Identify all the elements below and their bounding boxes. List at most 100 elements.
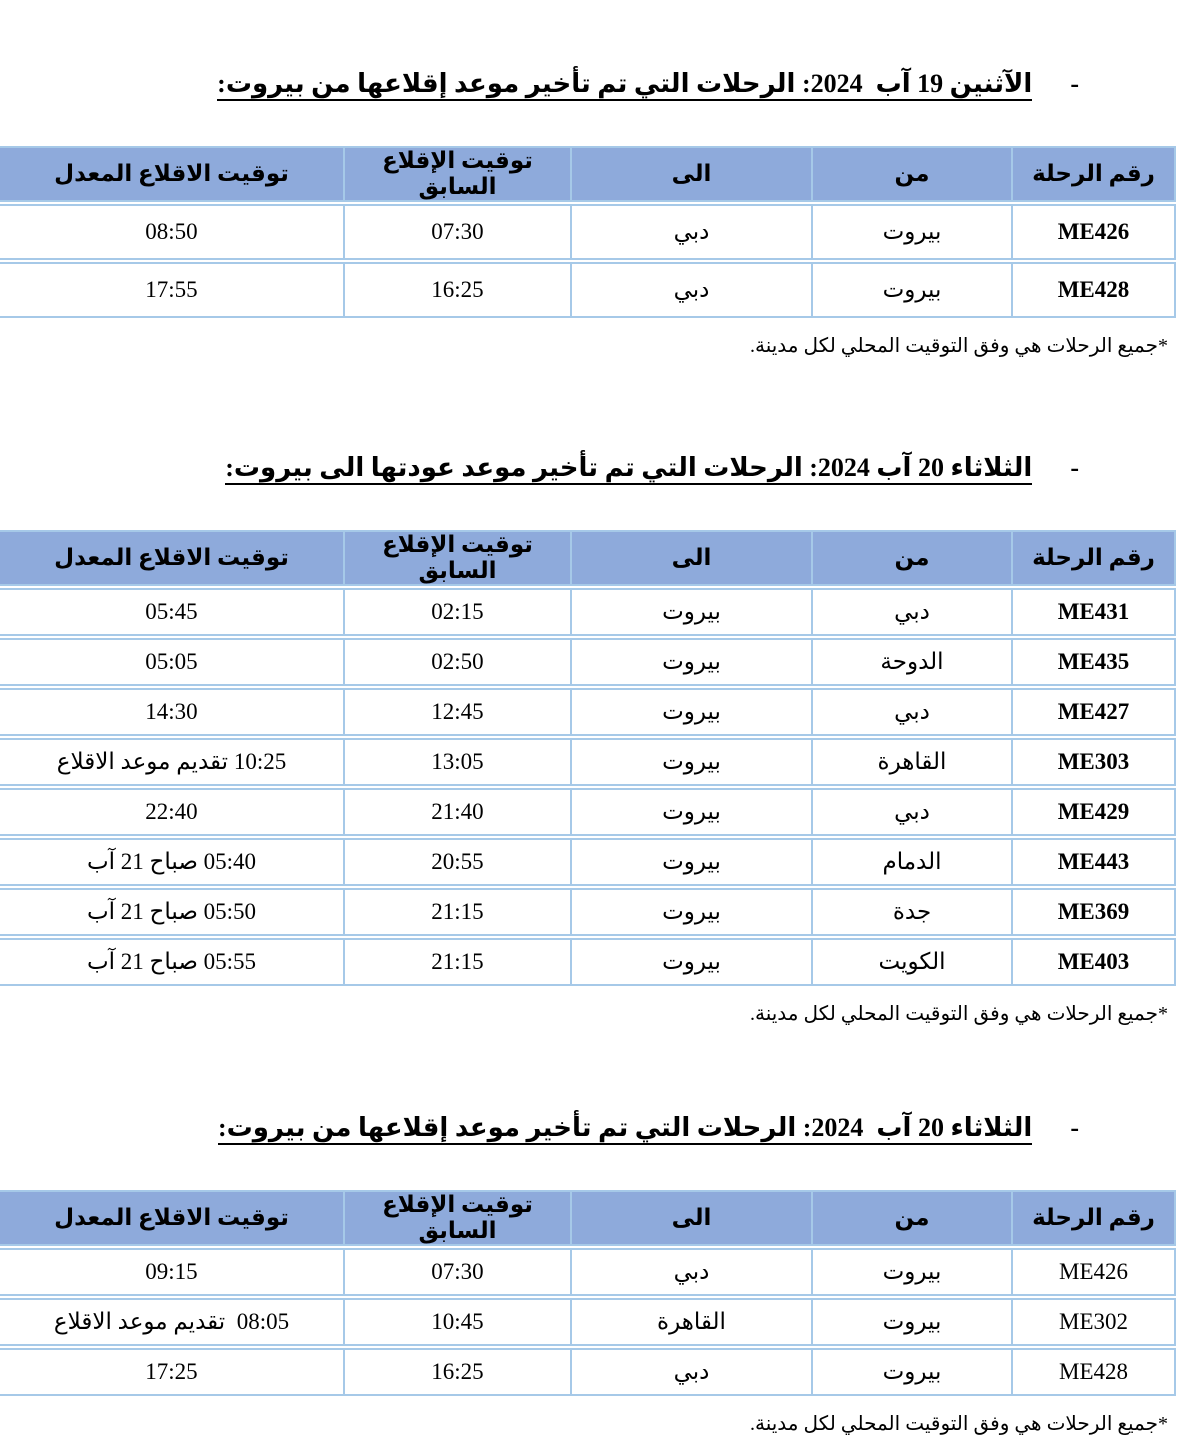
table-row: ME435 الدوحة بيروت 02:50 05:05 [0, 638, 1176, 686]
new-time-cell: 05:50 صباح 21 آب [0, 888, 345, 936]
destination-cell: دبي [572, 204, 813, 260]
destination-cell: بيروت [572, 888, 813, 936]
destination-cell: دبي [572, 1248, 813, 1296]
table-row: ME426 بيروت دبي 07:30 08:50 [0, 204, 1176, 260]
new-time-cell: 17:25 [0, 1348, 345, 1396]
section-heading-text: الثلاثاء 20 آب 2024: الرحلات التي تم تأخ… [217, 1113, 1033, 1145]
flight-number-cell: ME369 [1013, 888, 1176, 936]
section-heading: - الثلاثاء 20 آب 2024: الرحلات التي تم تأ… [0, 408, 1200, 528]
previous-time-cell: 07:30 [345, 204, 572, 260]
previous-time-cell: 12:45 [345, 688, 572, 736]
destination-cell: بيروت [572, 638, 813, 686]
heading-bullet: - [1070, 1113, 1079, 1142]
section-heading: - الثلاثاء 20 آب 2024: الرحلات التي تم تأ… [0, 1068, 1200, 1188]
origin-cell: بيروت [813, 1298, 1013, 1346]
table-row: ME369 جدة بيروت 21:15 05:50 صباح 21 آب [0, 888, 1176, 936]
table-row: ME426 بيروت دبي 07:30 09:15 [0, 1248, 1176, 1296]
column-header-previous-time: توقيت الإقلاع السابق [345, 1190, 572, 1246]
destination-cell: دبي [572, 262, 813, 318]
destination-cell: بيروت [572, 788, 813, 836]
new-time-cell: 05:05 [0, 638, 345, 686]
table-row: ME431 دبي بيروت 02:15 05:45 [0, 588, 1176, 636]
new-time-cell: 05:40 صباح 21 آب [0, 838, 345, 886]
table-header-row: رقم الرحلة من الى توقيت الإقلاع السابق ت… [0, 1190, 1176, 1246]
table-row: ME429 دبي بيروت 21:40 22:40 [0, 788, 1176, 836]
table-row: ME403 الكويت بيروت 21:15 05:55 صباح 21 آب [0, 938, 1176, 986]
table-row: ME443 الدمام بيروت 20:55 05:40 صباح 21 آب [0, 838, 1176, 886]
table-row: ME428 بيروت دبي 16:25 17:55 [0, 262, 1176, 318]
previous-time-cell: 20:55 [345, 838, 572, 886]
flight-number-cell: ME302 [1013, 1298, 1176, 1346]
origin-cell: جدة [813, 888, 1013, 936]
column-header-new-time: توقيت الاقلاع المعدل [0, 146, 345, 202]
flight-number-cell: ME429 [1013, 788, 1176, 836]
flight-number-cell: ME428 [1013, 1348, 1176, 1396]
section-monday-19-aug: - الآثنين 19 آب 2024: الرحلات التي تم تأخ… [0, 24, 1200, 360]
previous-time-cell: 21:40 [345, 788, 572, 836]
column-header-flight-number: رقم الرحلة [1013, 1190, 1176, 1246]
column-header-destination: الى [572, 530, 813, 586]
destination-cell: بيروت [572, 588, 813, 636]
flight-number-cell: ME426 [1013, 1248, 1176, 1296]
flight-number-cell: ME427 [1013, 688, 1176, 736]
new-time-cell: 05:55 صباح 21 آب [0, 938, 345, 986]
column-header-new-time: توقيت الاقلاع المعدل [0, 530, 345, 586]
flight-number-cell: ME426 [1013, 204, 1176, 260]
column-header-origin: من [813, 530, 1013, 586]
previous-time-cell: 10:45 [345, 1298, 572, 1346]
column-header-destination: الى [572, 146, 813, 202]
previous-time-cell: 13:05 [345, 738, 572, 786]
heading-bullet: - [1070, 69, 1079, 98]
flight-number-cell: ME403 [1013, 938, 1176, 986]
column-header-flight-number: رقم الرحلة [1013, 530, 1176, 586]
flights-table: رقم الرحلة من الى توقيت الإقلاع السابق ت… [0, 144, 1176, 320]
local-time-footnote: *جميع الرحلات هي وفق التوقيت المحلي لكل … [749, 1413, 1168, 1435]
previous-time-cell: 07:30 [345, 1248, 572, 1296]
previous-time-cell: 02:15 [345, 588, 572, 636]
previous-time-cell: 16:25 [345, 262, 572, 318]
new-time-cell: 05:45 [0, 588, 345, 636]
flight-number-cell: ME435 [1013, 638, 1176, 686]
origin-cell: دبي [813, 688, 1013, 736]
destination-cell: بيروت [572, 688, 813, 736]
destination-cell: بيروت [572, 838, 813, 886]
flights-table: رقم الرحلة من الى توقيت الإقلاع السابق ت… [0, 528, 1176, 988]
section-heading-text: الثلاثاء 20 آب 2024: الرحلات التي تم تأخ… [225, 453, 1033, 485]
destination-cell: بيروت [572, 738, 813, 786]
local-time-footnote: *جميع الرحلات هي وفق التوقيت المحلي لكل … [749, 1003, 1168, 1025]
column-header-new-time: توقيت الاقلاع المعدل [0, 1190, 345, 1246]
destination-cell: بيروت [572, 938, 813, 986]
origin-cell: الكويت [813, 938, 1013, 986]
origin-cell: بيروت [813, 204, 1013, 260]
column-header-previous-time: توقيت الإقلاع السابق [345, 146, 572, 202]
local-time-footnote: *جميع الرحلات هي وفق التوقيت المحلي لكل … [749, 335, 1168, 357]
table-row: ME428 بيروت دبي 16:25 17:25 [0, 1348, 1176, 1396]
column-header-flight-number: رقم الرحلة [1013, 146, 1176, 202]
new-time-cell: 10:25 تقديم موعد الاقلاع [0, 738, 345, 786]
table-header-row: رقم الرحلة من الى توقيت الإقلاع السابق ت… [0, 530, 1176, 586]
new-time-cell: 22:40 [0, 788, 345, 836]
new-time-cell: 08:05 تقديم موعد الاقلاع [0, 1298, 345, 1346]
column-header-previous-time: توقيت الإقلاع السابق [345, 530, 572, 586]
new-time-cell: 17:55 [0, 262, 345, 318]
column-header-origin: من [813, 146, 1013, 202]
table-row: ME427 دبي بيروت 12:45 14:30 [0, 688, 1176, 736]
origin-cell: بيروت [813, 1248, 1013, 1296]
origin-cell: بيروت [813, 1348, 1013, 1396]
origin-cell: القاهرة [813, 738, 1013, 786]
origin-cell: دبي [813, 788, 1013, 836]
origin-cell: الدوحة [813, 638, 1013, 686]
previous-time-cell: 16:25 [345, 1348, 572, 1396]
section-heading-text: الآثنين 19 آب 2024: الرحلات التي تم تأخي… [217, 69, 1033, 101]
table-row: ME302 بيروت القاهرة 10:45 08:05 تقديم موعد ا… [0, 1298, 1176, 1346]
column-header-destination: الى [572, 1190, 813, 1246]
flight-number-cell: ME443 [1013, 838, 1176, 886]
table-row: ME303 القاهرة بيروت 13:05 10:25 تقديم موعد ا… [0, 738, 1176, 786]
column-header-origin: من [813, 1190, 1013, 1246]
flight-number-cell: ME303 [1013, 738, 1176, 786]
flight-number-cell: ME431 [1013, 588, 1176, 636]
previous-time-cell: 21:15 [345, 938, 572, 986]
document-page: { "colors":{"header_bg":"#8EAADB","table… [0, 24, 1200, 1435]
destination-cell: دبي [572, 1348, 813, 1396]
table-header-row: رقم الرحلة من الى توقيت الإقلاع السابق ت… [0, 146, 1176, 202]
